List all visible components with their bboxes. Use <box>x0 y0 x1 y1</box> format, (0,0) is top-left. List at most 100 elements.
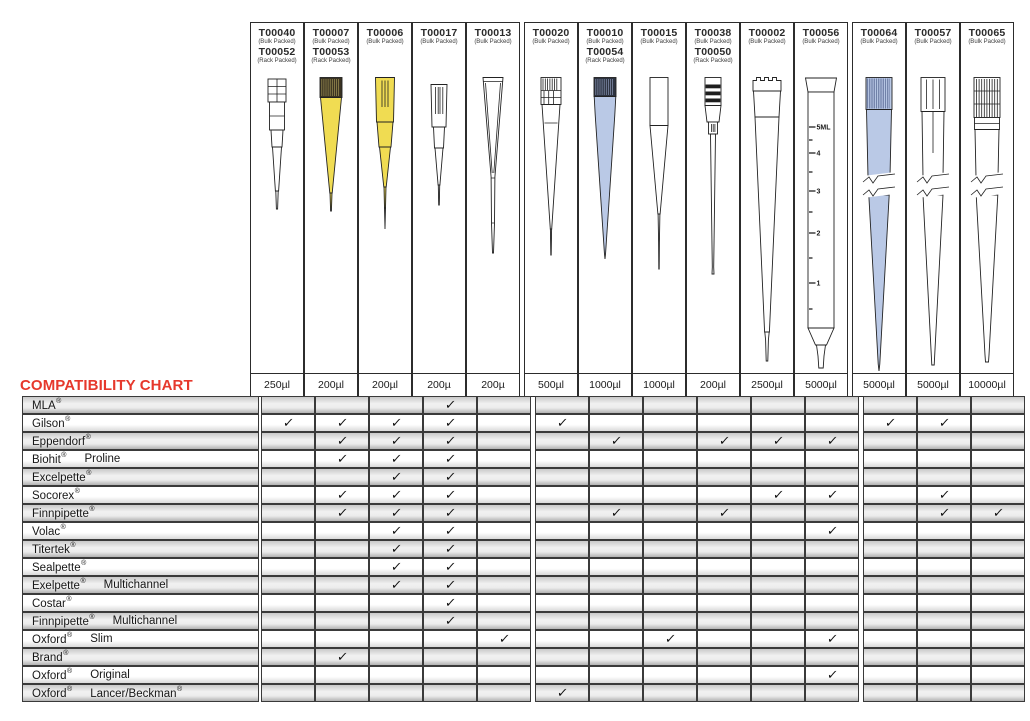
compatibility-table: MLA® ✓ Gilson® ✓ ✓ ✓ ✓ ✓ ✓ ✓ Eppendorf® ✓ ✓ ✓ ✓ ✓ ✓ ✓ Bioh… <box>22 396 1025 702</box>
product-code: T00057 <box>914 27 952 39</box>
compat-cell-t00007 <box>315 540 369 558</box>
compat-cell-t00013: ✓ <box>477 630 531 648</box>
compat-cell-t00064 <box>863 576 917 594</box>
packaging-label: (Bulk Packed) <box>312 39 350 45</box>
table-row: Costar® ✓ <box>22 594 1025 612</box>
compat-cell-t00010 <box>589 558 643 576</box>
compat-cell-t00002 <box>751 630 805 648</box>
compat-cell-t00007: ✓ <box>315 414 369 432</box>
check-mark: ✓ <box>771 433 785 449</box>
packaging-label: (Bulk Packed) <box>586 39 624 45</box>
compat-cell-t00010 <box>589 630 643 648</box>
tip-illustration-t00064 <box>853 77 905 373</box>
product-codes: T00040 (Bulk Packed) T00052 (Rack Packed) <box>251 23 303 65</box>
brand-label: Brand® <box>22 648 259 666</box>
compat-cell-t00065 <box>971 432 1025 450</box>
packaging-label: (Rack Packed) <box>311 58 351 64</box>
compat-cell-t00020 <box>535 504 589 522</box>
check-mark: ✓ <box>609 505 623 521</box>
compat-cell-t00002 <box>751 612 805 630</box>
compat-cell-t00006: ✓ <box>369 540 423 558</box>
compat-cell-t00020 <box>535 666 589 684</box>
compat-cell-t00056 <box>805 576 859 594</box>
compat-cell-t00017 <box>423 648 477 666</box>
compat-cell-t00040 <box>261 558 315 576</box>
check-mark: ✓ <box>335 649 349 665</box>
product-code: T00040 <box>258 27 296 39</box>
compat-cell-t00015 <box>643 432 697 450</box>
volume-cell-t00056: 5000µl <box>794 373 848 397</box>
check-mark: ✓ <box>937 487 951 503</box>
compat-cell-t00065 <box>971 648 1025 666</box>
compat-cell-t00064 <box>863 666 917 684</box>
compat-cell-t00057 <box>917 630 971 648</box>
compat-cell-t00065 <box>971 558 1025 576</box>
compat-cell-t00002 <box>751 504 805 522</box>
compat-cell-t00065 <box>971 612 1025 630</box>
product-codes: T00015 (Bulk Packed) <box>633 23 685 46</box>
compat-cell-t00007 <box>315 576 369 594</box>
compat-cell-t00020 <box>535 432 589 450</box>
product-code: T00050 <box>694 46 732 58</box>
check-mark: ✓ <box>335 433 349 449</box>
compat-cell-t00013 <box>477 468 531 486</box>
compat-cell-t00020 <box>535 486 589 504</box>
compat-cell-t00017: ✓ <box>423 432 477 450</box>
check-mark: ✓ <box>389 469 403 485</box>
product-code: T00020 <box>532 27 570 39</box>
compat-cell-t00065 <box>971 396 1025 414</box>
product-code: T00052 <box>258 46 296 58</box>
table-row: MLA® ✓ <box>22 396 1025 414</box>
compat-cell-t00040 <box>261 630 315 648</box>
compat-cell-t00056 <box>805 558 859 576</box>
compat-cell-t00056 <box>805 594 859 612</box>
product-code: T00013 <box>474 27 512 39</box>
compat-cell-t00007 <box>315 468 369 486</box>
compat-cell-t00015 <box>643 594 697 612</box>
compat-cell-t00038 <box>697 486 751 504</box>
check-mark: ✓ <box>825 433 839 449</box>
compat-cell-t00007 <box>315 594 369 612</box>
column-header-t00013: T00013 (Bulk Packed) <box>466 22 520 375</box>
compat-cell-t00065 <box>971 522 1025 540</box>
compat-cell-t00007 <box>315 558 369 576</box>
compat-cell-t00015 <box>643 468 697 486</box>
compat-cell-t00017: ✓ <box>423 486 477 504</box>
volume-cell-t00015: 1000µl <box>632 373 686 397</box>
compat-cell-t00007 <box>315 396 369 414</box>
product-codes: T00065 (Bulk Packed) <box>961 23 1013 46</box>
compat-cell-t00057 <box>917 522 971 540</box>
tip-illustration-t00007 <box>305 77 357 373</box>
table-row: Titertek® ✓ ✓ <box>22 540 1025 558</box>
check-mark: ✓ <box>443 469 457 485</box>
brand-label: Oxford® Lancer/Beckman® <box>22 684 259 702</box>
column-header-t00056: T00056 (Bulk Packed) 5ML 4 3 2 1 <box>794 22 848 375</box>
compat-cell-t00006: ✓ <box>369 468 423 486</box>
compat-cell-t00017: ✓ <box>423 558 477 576</box>
compat-cell-t00010 <box>589 486 643 504</box>
compat-cell-t00007 <box>315 612 369 630</box>
compat-cell-t00013 <box>477 594 531 612</box>
compat-cell-t00020 <box>535 594 589 612</box>
compat-cell-t00006 <box>369 648 423 666</box>
tip-illustration-t00002 <box>741 77 793 373</box>
brand-label: Finnpipette® <box>22 504 259 522</box>
compat-cell-t00040 <box>261 576 315 594</box>
compat-cell-t00020 <box>535 540 589 558</box>
compat-cell-t00065 <box>971 666 1025 684</box>
check-mark: ✓ <box>443 613 457 629</box>
compat-cell-t00007: ✓ <box>315 486 369 504</box>
product-codes: T00007 (Bulk Packed) T00053 (Rack Packed) <box>305 23 357 65</box>
brand-label: Socorex® <box>22 486 259 504</box>
compat-cell-t00013 <box>477 414 531 432</box>
compat-cell-t00065: ✓ <box>971 504 1025 522</box>
brand-label: Gilson® <box>22 414 259 432</box>
compat-cell-t00064 <box>863 558 917 576</box>
compat-cell-t00056: ✓ <box>805 666 859 684</box>
compat-cell-t00064 <box>863 504 917 522</box>
check-mark: ✓ <box>389 415 403 431</box>
product-code: T00002 <box>748 27 786 39</box>
compat-cell-t00002 <box>751 414 805 432</box>
compat-cell-t00056 <box>805 540 859 558</box>
compat-cell-t00013 <box>477 576 531 594</box>
